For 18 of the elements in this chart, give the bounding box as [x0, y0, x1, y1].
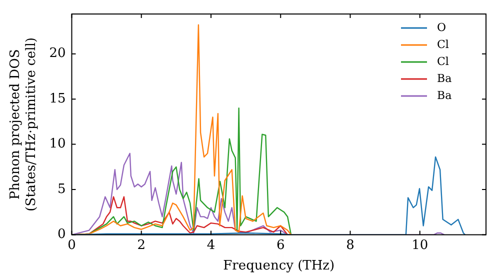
y-tick-label: 20: [49, 46, 66, 62]
y-tick-label: 5: [57, 182, 66, 197]
y-tick-label: 15: [49, 91, 66, 106]
legend-label: Cl: [437, 38, 450, 51]
x-axis-title: Frequency (THz): [223, 258, 335, 274]
legend-label: Ba: [437, 88, 452, 102]
legend-label: Ba: [437, 72, 452, 85]
y-axis-title: Phonon projected DOS (States/THz·primitive cell): [8, 37, 39, 212]
x-tick-label: 4: [206, 238, 216, 253]
legend-label: Cl: [437, 54, 450, 68]
y-tick-label: 0: [57, 227, 66, 242]
x-tick-label: 6: [276, 238, 285, 253]
x-tick-label: 10: [412, 238, 428, 253]
x-tick-label: 0: [68, 238, 76, 253]
legend-label: O: [437, 20, 446, 34]
x-tick-label: 2: [137, 238, 146, 253]
x-tick-label: 8: [346, 238, 354, 253]
y-tick-label: 10: [49, 136, 66, 152]
